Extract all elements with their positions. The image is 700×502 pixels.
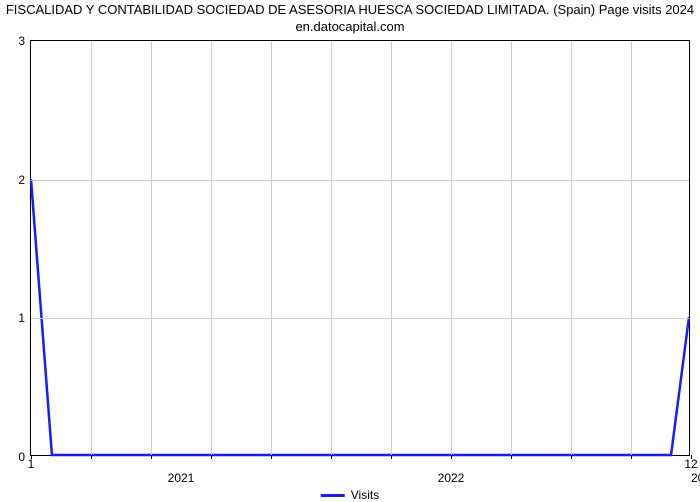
y-tick-label: 1 bbox=[18, 311, 25, 325]
x-category-label: 12 bbox=[684, 457, 697, 471]
gridline-h bbox=[31, 180, 689, 181]
x-minor-tick bbox=[91, 455, 92, 459]
chart-title: FISCALIDAD Y CONTABILIDAD SOCIEDAD DE AS… bbox=[0, 2, 700, 36]
x-major-label: 202 bbox=[691, 471, 700, 485]
gridline-v bbox=[391, 41, 392, 455]
gridline-v bbox=[511, 41, 512, 455]
gridline-v bbox=[451, 41, 452, 455]
line-layer bbox=[31, 41, 689, 455]
gridline-v bbox=[631, 41, 632, 455]
x-minor-tick bbox=[571, 455, 572, 459]
y-tick-label: 2 bbox=[18, 173, 25, 187]
x-minor-tick bbox=[211, 455, 212, 459]
x-minor-tick bbox=[271, 455, 272, 459]
x-minor-tick bbox=[331, 455, 332, 459]
x-minor-tick bbox=[391, 455, 392, 459]
legend-swatch bbox=[321, 494, 345, 497]
gridline-h bbox=[31, 318, 689, 319]
x-category-label: 1 bbox=[28, 457, 35, 471]
x-major-label: 2021 bbox=[168, 471, 195, 485]
y-tick-label: 0 bbox=[18, 450, 25, 464]
x-minor-tick bbox=[151, 455, 152, 459]
gridline-v bbox=[571, 41, 572, 455]
gridline-v bbox=[211, 41, 212, 455]
x-minor-tick bbox=[451, 455, 452, 459]
plot-area: 012311220212022202 bbox=[30, 40, 690, 456]
gridline-v bbox=[151, 41, 152, 455]
gridline-v bbox=[91, 41, 92, 455]
gridline-v bbox=[271, 41, 272, 455]
series-line bbox=[31, 179, 689, 455]
x-minor-tick bbox=[631, 455, 632, 459]
y-tick-label: 3 bbox=[18, 34, 25, 48]
gridline-v bbox=[331, 41, 332, 455]
x-major-label: 2022 bbox=[438, 471, 465, 485]
x-minor-tick bbox=[511, 455, 512, 459]
